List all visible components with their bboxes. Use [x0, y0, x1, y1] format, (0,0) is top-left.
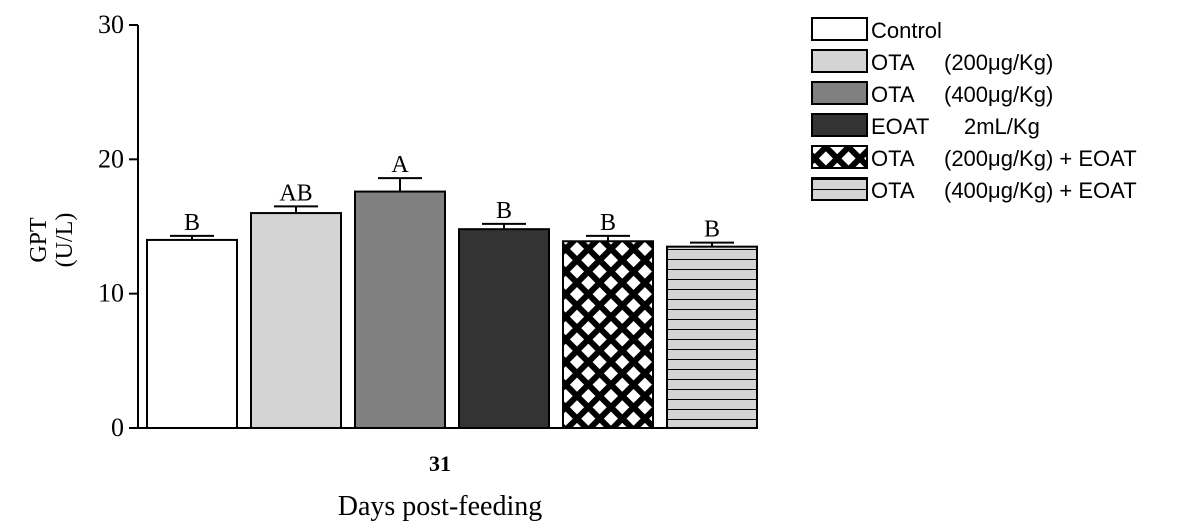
legend-detail: (200μg/Kg) + EOAT: [944, 146, 1137, 171]
legend-detail: 2mL/Kg: [964, 114, 1040, 139]
legend-label: EOAT: [871, 114, 929, 139]
y-tick-label: 20: [98, 144, 124, 173]
legend-label: OTA: [871, 178, 915, 203]
significance-letter: AB: [279, 180, 312, 206]
legend-swatch: [811, 81, 868, 105]
x-axis-label: Days post-feeding: [338, 491, 543, 522]
y-ticks: 0 10 20 30: [98, 10, 138, 442]
y-tick-label: 30: [98, 10, 124, 39]
legend-swatch: [811, 49, 868, 73]
significance-letter: B: [184, 210, 200, 236]
legend-swatch: [811, 17, 868, 41]
significance-letter: A: [391, 152, 409, 178]
significance-letter: B: [600, 210, 616, 236]
category-label: 31: [429, 451, 451, 476]
legend-label: OTA: [871, 82, 915, 107]
y-tick-label: 10: [98, 279, 124, 308]
legend-swatch: [811, 177, 868, 201]
y-axis: 0 10 20 30: [98, 10, 139, 442]
y-axis-label-line1: GPT: [26, 217, 52, 263]
y-axis-label: GPT (U/L): [26, 213, 78, 268]
legend-detail: (200μg/Kg): [944, 50, 1053, 75]
legend-detail: (400μg/Kg): [944, 82, 1053, 107]
legend: Control OTA (200μg/Kg) OTA (400μg/Kg) EOAT 2mL…: [811, 17, 1137, 203]
y-axis-label-line2: (U/L): [52, 213, 78, 268]
legend-swatch: [811, 113, 868, 137]
bar: [146, 238, 238, 429]
legend-label: Control: [871, 18, 942, 43]
y-tick-label: 0: [111, 413, 124, 442]
legend-label: OTA: [871, 146, 915, 171]
bar: [562, 240, 654, 429]
bar: [458, 228, 550, 429]
significance-letter: B: [496, 198, 512, 224]
bar: [250, 212, 342, 429]
bar: [666, 245, 758, 429]
significance-letter: B: [704, 217, 720, 243]
legend-swatch: [811, 145, 868, 169]
legend-label: OTA: [871, 50, 915, 75]
bar: [354, 190, 446, 429]
legend-detail: (400μg/Kg) + EOAT: [944, 178, 1137, 203]
